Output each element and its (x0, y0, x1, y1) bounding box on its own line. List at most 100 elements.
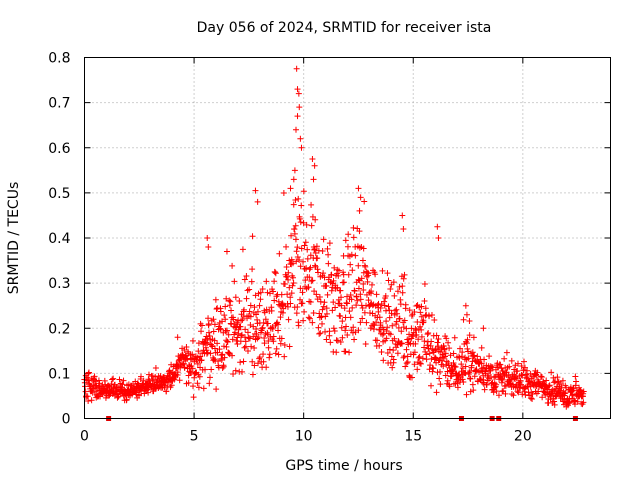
peak-data-point (480, 325, 487, 332)
data-point (204, 349, 211, 356)
data-point (283, 273, 290, 280)
data-point (268, 307, 275, 314)
data-point (373, 291, 380, 298)
data-point (152, 365, 159, 372)
data-point (557, 387, 564, 394)
data-point (326, 240, 333, 247)
data-point (299, 289, 306, 296)
data-point (284, 303, 291, 310)
data-point (283, 264, 290, 271)
data-point (480, 380, 487, 387)
data-point (95, 377, 102, 384)
data-point (85, 370, 92, 377)
data-point (445, 339, 452, 346)
data-point (116, 376, 123, 383)
data-point (424, 342, 431, 349)
data-point (355, 276, 362, 283)
data-point (231, 278, 238, 285)
data-point (535, 388, 542, 395)
data-point (197, 353, 204, 360)
data-point (379, 331, 386, 338)
data-point (390, 347, 397, 354)
data-point (297, 263, 304, 270)
data-point (323, 336, 330, 343)
data-point (471, 373, 478, 380)
data-point (390, 279, 397, 286)
data-point (140, 377, 147, 384)
data-point (454, 384, 461, 391)
data-point (349, 267, 356, 274)
data-point (276, 250, 283, 257)
data-point (247, 302, 254, 309)
data-point (196, 373, 203, 380)
data-point (529, 395, 536, 402)
data-point (273, 345, 280, 352)
data-point (348, 251, 355, 258)
data-point (217, 326, 224, 333)
data-point (418, 313, 425, 320)
data-point (401, 317, 408, 324)
data-point (565, 400, 572, 407)
data-point (470, 334, 477, 341)
data-point (263, 364, 270, 371)
data-point (499, 376, 506, 383)
data-point (247, 313, 254, 320)
data-point (411, 308, 418, 315)
data-point (217, 325, 224, 332)
data-point (384, 350, 391, 357)
data-point (88, 397, 95, 404)
data-point (377, 304, 384, 311)
data-point (364, 278, 371, 285)
data-point (421, 338, 428, 345)
data-point (499, 367, 506, 374)
data-point (472, 368, 479, 375)
data-point (421, 281, 428, 288)
data-point (417, 323, 424, 330)
data-point (222, 316, 229, 323)
data-point (468, 362, 475, 369)
data-point (323, 305, 330, 312)
data-point (241, 276, 248, 283)
data-point (497, 361, 504, 368)
data-point (311, 288, 318, 295)
data-point (376, 342, 383, 349)
data-point (394, 341, 401, 348)
data-point (219, 318, 226, 325)
data-point (408, 325, 415, 332)
data-point (109, 376, 116, 383)
data-point (210, 328, 217, 335)
chart-title: Day 056 of 2024, SRMTID for receiver ist… (197, 20, 492, 36)
data-point (308, 278, 315, 285)
data-point (341, 305, 348, 312)
data-point (185, 372, 192, 379)
data-point (179, 361, 186, 368)
data-point (198, 322, 205, 329)
data-point (401, 271, 408, 278)
data-point (242, 326, 249, 333)
data-point (470, 387, 477, 394)
data-point (415, 336, 422, 343)
data-point (339, 334, 346, 341)
data-point (393, 306, 400, 313)
data-point (261, 340, 268, 347)
data-point (329, 307, 336, 314)
data-point (481, 356, 488, 363)
data-point (346, 349, 353, 356)
data-point (174, 369, 181, 376)
data-point (259, 285, 266, 292)
data-point (424, 331, 431, 338)
data-point (554, 379, 561, 386)
data-point (269, 325, 276, 332)
data-point (221, 312, 228, 319)
data-point (416, 360, 423, 367)
data-point (120, 377, 127, 384)
y-tick-label: 0.4 (48, 231, 70, 247)
data-point (312, 262, 319, 269)
data-point (414, 319, 421, 326)
data-point (189, 365, 196, 372)
data-point (437, 368, 444, 375)
data-point (312, 216, 319, 223)
data-point (406, 307, 413, 314)
data-point (444, 377, 451, 384)
data-point (297, 285, 304, 292)
